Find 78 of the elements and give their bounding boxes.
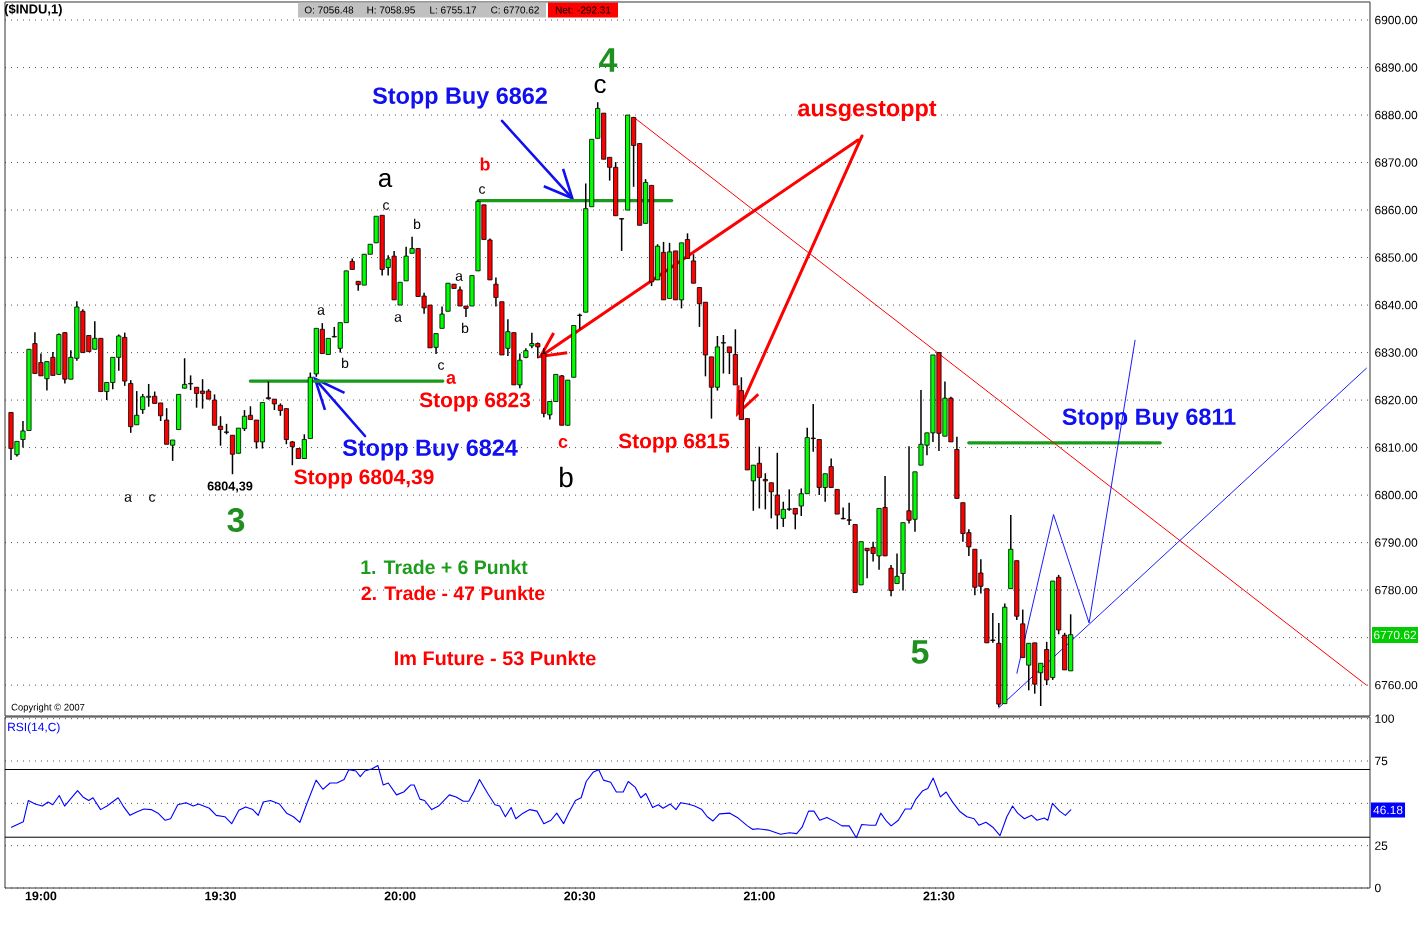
annotation: 6804,39	[207, 481, 253, 493]
y-tick-label: 75	[1375, 756, 1388, 766]
annotation: O: 7056.48	[304, 6, 354, 14]
y-tick-label: 6870.00	[1375, 158, 1418, 167]
candlestick	[720, 334, 726, 375]
annotation: Stopp 6804,39	[294, 469, 434, 489]
candlestick	[289, 440, 295, 466]
y-tick-label: 6780.00	[1375, 585, 1418, 595]
y-tick-label: 6800.00	[1375, 490, 1418, 500]
annotation: 2. Trade - 47 Punkte	[361, 585, 545, 601]
annotation: Stopp Buy 6811	[1062, 408, 1236, 430]
text: 46.18	[1373, 805, 1403, 815]
annotation: a	[124, 494, 132, 502]
annotation: a	[455, 273, 463, 281]
annotation: c	[558, 438, 568, 448]
y-tick-label: 6820.00	[1375, 395, 1418, 405]
annotation: Stopp 6815	[618, 433, 730, 453]
x-tick-label: 20:00	[384, 891, 416, 901]
candlestick	[690, 253, 697, 284]
annotation: Stopp Buy 6862	[372, 87, 547, 109]
annotation: Stopp Buy 6824	[342, 439, 518, 461]
annotation: 1. Trade + 6 Punkt	[361, 559, 528, 575]
candlestick	[762, 472, 768, 511]
annotation: a	[394, 314, 402, 322]
chart-title: ($INDU,1)	[4, 3, 62, 17]
annotation: c	[479, 186, 486, 194]
annotation: Stopp 6823	[419, 392, 531, 412]
annotation: L: 6755.17	[430, 6, 477, 14]
annotation: b	[414, 218, 421, 230]
x-tick-label: 20:30	[564, 891, 596, 901]
candlestick	[439, 305, 445, 330]
annotation: b	[462, 322, 469, 334]
annotation: Im Future - 53 Punkte	[395, 650, 596, 666]
annotation: Net: -292.31	[555, 6, 611, 14]
annotation: 4	[599, 48, 618, 72]
annotation: c	[594, 78, 606, 94]
candlestick	[217, 415, 224, 447]
y-tick-label: 6810.00	[1375, 443, 1418, 452]
annotation: b	[560, 466, 573, 488]
x-tick-label: 19:00	[25, 891, 57, 901]
annotation: a	[378, 172, 393, 188]
annotation: H: 7058.95	[367, 6, 415, 14]
y-tick-label: 6840.00	[1375, 300, 1418, 310]
y-tick-label: 6900.00	[1375, 15, 1418, 25]
annotation: Copyright © 2007	[11, 703, 85, 713]
candlestick	[726, 346, 732, 375]
annotation: 3	[227, 507, 245, 533]
candlestick	[768, 482, 774, 520]
y-tick-label: 6790.00	[1375, 538, 1418, 547]
y-tick-label: 6850.00	[1375, 253, 1418, 262]
y-tick-label: 6760.00	[1375, 680, 1418, 690]
y-tick-label: 0	[1374, 883, 1381, 893]
annotation: a	[317, 307, 325, 315]
y-tick-label: 6860.00	[1375, 205, 1418, 215]
x-tick-label: 21:30	[923, 891, 955, 901]
annotation: c	[149, 494, 156, 502]
y-tick-label: 100	[1375, 714, 1394, 723]
y-tick-label: 6830.00	[1375, 348, 1418, 357]
annotation: b	[480, 157, 490, 171]
x-tick-label: 21:00	[743, 891, 775, 901]
text: 6770.62	[1374, 630, 1417, 640]
y-tick-label: 6880.00	[1375, 110, 1418, 120]
y-tick-label: 6890.00	[1375, 63, 1418, 72]
x-tick-label: 19:30	[205, 891, 236, 901]
y-tick-label: 25	[1375, 841, 1388, 850]
line-series	[10, 764, 1072, 839]
annotation: 5	[911, 640, 929, 664]
candlestick	[619, 217, 625, 252]
annotation: c	[438, 362, 445, 370]
annotation: c	[383, 202, 390, 210]
annotation: a	[446, 374, 457, 384]
chart-title: RSI(14,C)	[8, 722, 60, 734]
candlestick	[840, 506, 846, 521]
candlestick	[493, 276, 499, 308]
annotation: b	[342, 357, 349, 369]
candlestick	[846, 501, 852, 526]
annotation: C: 6770.62	[491, 6, 539, 14]
annotation: ausgestoppt	[798, 100, 937, 122]
